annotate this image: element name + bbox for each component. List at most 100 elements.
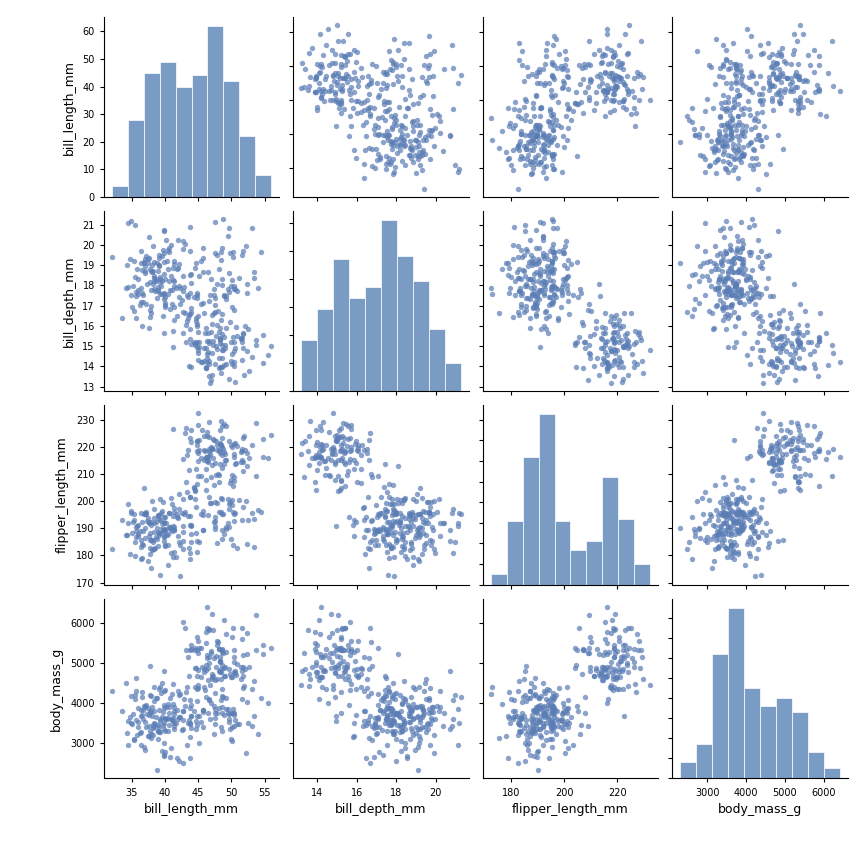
Point [333,430,347,444]
Point [589,663,603,677]
Point [144,731,158,745]
Point [395,696,409,710]
Point [177,692,191,706]
Point [561,102,575,116]
Point [611,325,625,339]
Point [745,473,759,487]
Point [748,279,762,293]
Point [162,506,176,520]
Point [736,481,750,495]
Point [765,334,778,348]
Point [583,75,597,89]
Point [636,672,650,686]
Point [362,708,376,722]
Point [313,627,327,641]
Point [555,696,569,710]
Point [753,349,766,363]
Point [598,669,612,682]
Point [388,160,402,174]
Point [610,343,624,356]
Point [712,526,726,540]
Point [727,288,740,302]
Point [525,166,539,180]
Point [147,542,161,556]
Point [396,132,410,146]
Point [302,79,316,93]
Point [596,648,610,662]
Point [343,642,357,656]
Point [452,76,465,90]
Point [612,665,626,679]
Point [318,664,332,678]
Point [240,537,253,551]
Point [198,683,212,697]
Point [394,521,407,535]
Point [503,711,516,725]
Point [600,625,614,639]
Point [221,702,234,715]
Point [713,292,727,306]
Point [818,109,832,123]
Point [517,264,531,278]
Point [714,269,727,283]
Point [549,113,563,127]
Point [771,436,785,450]
Point [746,288,759,302]
Point [759,249,772,263]
Point [144,283,157,297]
Point [432,492,446,506]
Point [612,361,626,375]
Point [685,115,699,129]
Point [741,269,755,283]
Point [758,422,772,436]
Point [120,727,134,740]
Point [422,58,436,72]
Point [759,130,772,144]
Point [407,511,420,525]
Point [546,295,560,309]
Point [347,728,361,742]
Point [143,704,157,718]
Point [213,655,227,669]
Point [337,49,351,63]
Point [826,442,840,456]
Point [720,513,734,527]
Point [722,108,736,122]
Point [598,632,612,646]
Point [526,133,540,147]
Point [504,692,518,706]
Point [627,336,641,350]
Point [147,694,161,708]
Point [324,453,337,467]
Point [600,57,614,71]
Point [148,541,162,554]
Point [144,709,158,723]
Point [734,148,748,162]
Point [380,700,394,714]
Point [229,330,243,343]
Point [515,243,529,257]
Point [390,707,404,721]
Point [705,561,719,575]
Point [397,492,411,506]
Point [526,161,540,175]
Point [724,81,738,95]
Point [393,689,407,702]
Point [711,541,725,555]
Point [519,278,533,292]
Point [161,697,175,711]
Point [183,643,197,657]
Point [351,670,365,683]
Point [734,505,747,519]
Point [395,539,409,553]
Point [616,62,630,76]
Point [172,257,186,271]
Point [740,22,753,35]
Point [390,146,404,160]
Point [727,100,740,114]
Point [138,522,152,535]
Point [751,285,765,299]
Point [611,80,625,94]
Point [237,679,251,693]
Point [746,151,759,165]
